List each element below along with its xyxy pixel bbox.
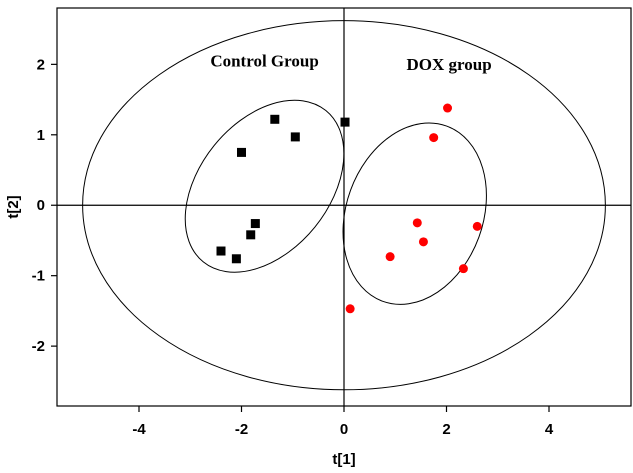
x-tick-label: -4 bbox=[132, 421, 146, 438]
x-tick-label: 4 bbox=[545, 421, 554, 438]
y-tick-label: 2 bbox=[37, 56, 45, 73]
y-ticks: -2 -1 0 1 2 bbox=[32, 56, 57, 355]
control-group-point bbox=[250, 219, 260, 229]
axis-lines bbox=[57, 8, 631, 406]
x-axis-title: t[1] bbox=[332, 451, 355, 468]
x-tick-label: 0 bbox=[340, 421, 348, 438]
control-group-point bbox=[231, 254, 241, 264]
dox-group-point bbox=[385, 252, 395, 262]
x-tick-label: -2 bbox=[235, 421, 248, 438]
dox-group-point bbox=[472, 221, 482, 231]
y-tick-label: -1 bbox=[32, 268, 45, 285]
control-group-point bbox=[340, 117, 350, 127]
dox-group-point bbox=[443, 103, 453, 113]
y-axis-title: t[2] bbox=[5, 195, 22, 218]
group-label: DOX group bbox=[406, 55, 491, 74]
control-group-point bbox=[290, 132, 300, 142]
y-tick-label: 0 bbox=[37, 197, 45, 214]
dox-group-point bbox=[418, 237, 428, 247]
data-points bbox=[216, 103, 482, 314]
x-ticks: -4 -2 0 2 4 bbox=[132, 406, 554, 438]
control-group-point bbox=[237, 147, 246, 157]
control-group-point bbox=[246, 230, 256, 240]
dox-group-point bbox=[412, 218, 422, 228]
control-group-point bbox=[270, 114, 280, 124]
dox-group-ellipse bbox=[342, 122, 487, 305]
dox-group-point bbox=[345, 304, 355, 314]
control-group-ellipse bbox=[184, 99, 345, 273]
dox-group-point bbox=[429, 133, 439, 143]
x-tick-label: 2 bbox=[442, 421, 450, 438]
dox-group-point bbox=[458, 264, 468, 274]
group-label: Control Group bbox=[210, 51, 318, 70]
y-tick-label: -2 bbox=[32, 338, 45, 355]
control-group-point bbox=[216, 246, 226, 256]
y-tick-label: 1 bbox=[37, 127, 45, 144]
group-labels: Control Group DOX group bbox=[210, 51, 491, 74]
